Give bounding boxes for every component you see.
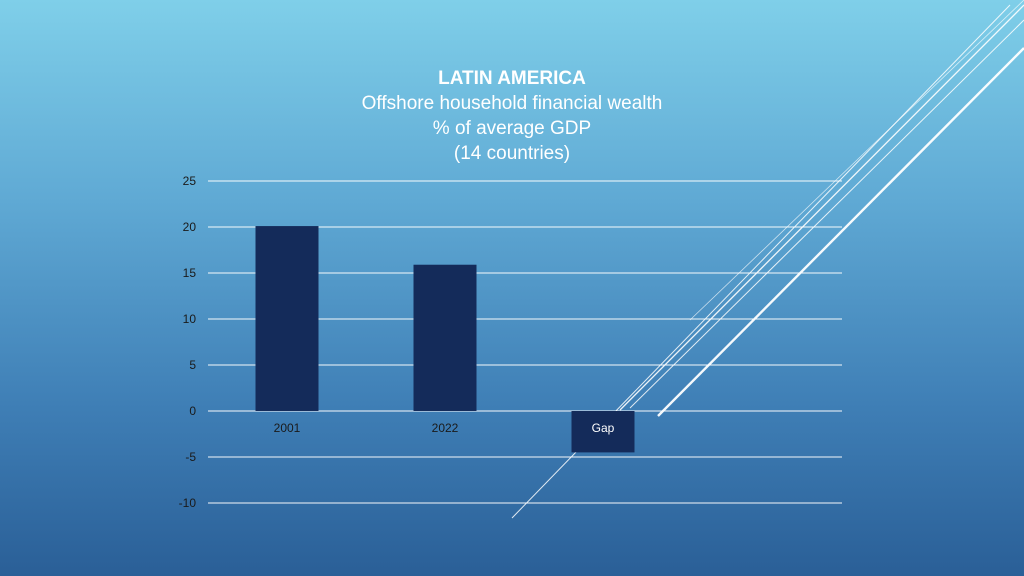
y-tick-label: 10 bbox=[183, 312, 197, 326]
y-tick-label: 15 bbox=[183, 266, 197, 280]
x-category-label: 2001 bbox=[274, 421, 301, 435]
bar-2001 bbox=[255, 226, 319, 411]
chart-title: LATIN AMERICA bbox=[438, 68, 586, 89]
x-category-label: 2022 bbox=[432, 421, 459, 435]
y-tick-label: 20 bbox=[183, 220, 197, 234]
y-tick-label: -5 bbox=[185, 450, 196, 464]
y-tick-label: -10 bbox=[179, 496, 197, 510]
y-tick-label: 25 bbox=[183, 174, 197, 188]
bar-gap bbox=[571, 411, 635, 453]
chart-subtitle-line-1: Offshore household financial wealth bbox=[361, 93, 663, 114]
bars bbox=[255, 226, 635, 453]
y-tick-label: 0 bbox=[189, 404, 196, 418]
y-axis-tick-labels: 25 20 15 10 5 0 -5 -10 bbox=[179, 174, 197, 510]
chart-subtitle-line-3: (14 countries) bbox=[453, 143, 571, 164]
chart-subtitle-line-2: % of average GDP bbox=[432, 118, 592, 139]
bar-2022 bbox=[413, 264, 477, 411]
x-axis-category-labels: 2001 2022 Gap bbox=[274, 421, 615, 435]
chart-title-block: LATIN AMERICA Offshore household financi… bbox=[0, 66, 1024, 166]
x-category-label: Gap bbox=[592, 421, 615, 435]
y-tick-label: 5 bbox=[189, 358, 196, 372]
